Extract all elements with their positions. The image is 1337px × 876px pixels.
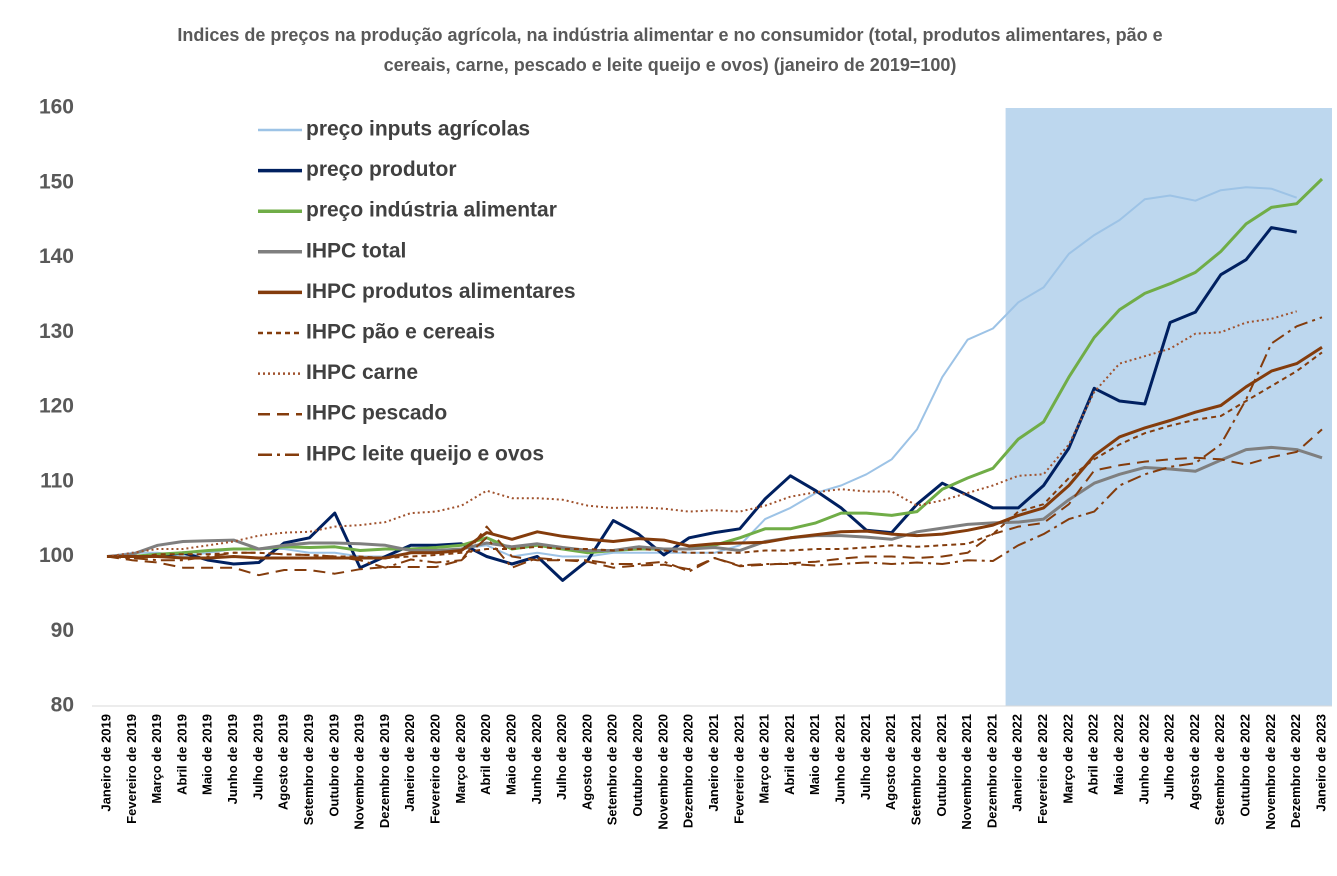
x-tick-label: Dezembro de 2020 bbox=[681, 714, 696, 828]
x-tick-label: Março de 2022 bbox=[1060, 714, 1075, 804]
series-line bbox=[106, 445, 1323, 558]
x-tick-label: Novembro de 2019 bbox=[352, 714, 367, 830]
x-tick-label: Abril de 2020 bbox=[478, 714, 493, 795]
x-tick-label: Maio de 2021 bbox=[807, 714, 822, 795]
x-tick-label: Junho de 2021 bbox=[833, 714, 848, 804]
y-tick-label: 100 bbox=[39, 544, 74, 567]
x-tick-label: Setembro de 2020 bbox=[605, 714, 620, 825]
x-tick-label: Agosto de 2019 bbox=[276, 714, 291, 810]
x-tick-label: Agosto de 2022 bbox=[1187, 714, 1202, 810]
x-tick-label: Junho de 2019 bbox=[225, 714, 240, 804]
x-tick-label: Outubro de 2022 bbox=[1238, 714, 1253, 817]
x-tick-label: Fevereiro de 2020 bbox=[428, 714, 443, 824]
legend-label: IHPC total bbox=[306, 239, 406, 262]
y-tick-label: 110 bbox=[40, 469, 74, 492]
highlight-band bbox=[1005, 108, 1332, 706]
x-tick-label: Novembro de 2021 bbox=[959, 714, 974, 830]
x-tick-label: Abril de 2021 bbox=[782, 714, 797, 795]
y-tick-label: 130 bbox=[39, 320, 74, 343]
x-tick-label: Julho de 2020 bbox=[554, 714, 569, 800]
series-line bbox=[106, 351, 1323, 559]
x-tick-label: Fevereiro de 2021 bbox=[731, 714, 746, 824]
legend-label: preço produtor bbox=[306, 158, 457, 181]
x-tick-label: Março de 2019 bbox=[149, 714, 164, 804]
x-tick-label: Agosto de 2021 bbox=[883, 714, 898, 810]
x-tick-label: Setembro de 2022 bbox=[1212, 714, 1227, 825]
x-tick-label: Janeiro de 2019 bbox=[98, 714, 113, 812]
x-tick-label: Maio de 2022 bbox=[1111, 714, 1126, 795]
y-tick-label: 80 bbox=[51, 694, 74, 717]
x-tick-label: Outubro de 2021 bbox=[934, 714, 949, 817]
legend-label: preço indústria alimentar bbox=[306, 199, 557, 222]
legend-label: IHPC carne bbox=[306, 361, 418, 384]
x-tick-label: Janeiro de 2023 bbox=[1313, 714, 1328, 812]
x-tick-label: Dezembro de 2019 bbox=[377, 714, 392, 828]
x-tick-label: Julho de 2022 bbox=[1162, 714, 1177, 800]
legend-label: preço inputs agrícolas bbox=[306, 118, 530, 141]
x-tick-label: Novembro de 2020 bbox=[655, 714, 670, 830]
x-tick-label: Maio de 2019 bbox=[200, 714, 215, 795]
y-tick-label: 90 bbox=[51, 619, 74, 642]
x-tick-label: Julho de 2021 bbox=[858, 714, 873, 800]
x-tick-label: Dezembro de 2021 bbox=[984, 714, 999, 828]
y-tick-label: 160 bbox=[39, 96, 74, 119]
x-tick-label: Abril de 2022 bbox=[1086, 714, 1101, 795]
legend-label: IHPC leite queijo e ovos bbox=[306, 442, 544, 465]
x-tick-label: Março de 2021 bbox=[757, 714, 772, 804]
x-tick-label: Agosto de 2020 bbox=[579, 714, 594, 810]
series-line bbox=[106, 310, 1297, 558]
x-tick-label: Janeiro de 2020 bbox=[402, 714, 417, 812]
x-tick-label: Junho de 2022 bbox=[1136, 714, 1151, 804]
y-tick-label: 140 bbox=[39, 245, 74, 268]
x-tick-label: Julho de 2019 bbox=[250, 714, 265, 800]
x-tick-label: Outubro de 2020 bbox=[630, 714, 645, 817]
x-tick-label: Fevereiro de 2022 bbox=[1035, 714, 1050, 824]
series-line bbox=[106, 316, 1323, 573]
legend-label: IHPC pescado bbox=[306, 402, 447, 425]
y-tick-label: 120 bbox=[39, 395, 74, 418]
legend-label: IHPC produtos alimentares bbox=[306, 280, 576, 303]
x-tick-label: Abril de 2019 bbox=[174, 714, 189, 795]
x-tick-label: Junho de 2020 bbox=[529, 714, 544, 804]
y-tick-label: 150 bbox=[39, 170, 74, 193]
chart-title: Indices de preços na produção agrícola, … bbox=[177, 25, 1163, 75]
x-tick-label: Outubro de 2019 bbox=[326, 714, 341, 817]
x-tick-label: Janeiro de 2021 bbox=[706, 714, 721, 812]
x-tick-label: Setembro de 2019 bbox=[301, 714, 316, 825]
legend-label: IHPC pão e cereais bbox=[306, 321, 495, 344]
x-tick-label: Maio de 2020 bbox=[503, 714, 518, 795]
series-line bbox=[107, 226, 1297, 582]
x-tick-label: Setembro de 2021 bbox=[908, 714, 923, 825]
series-line bbox=[107, 345, 1323, 560]
x-tick-label: Fevereiro de 2019 bbox=[124, 714, 139, 824]
x-tick-label: Dezembro de 2022 bbox=[1288, 714, 1303, 828]
x-tick-label: Novembro de 2022 bbox=[1263, 714, 1278, 830]
x-tick-label: Janeiro de 2022 bbox=[1010, 714, 1025, 812]
x-tick-label: Março de 2020 bbox=[453, 714, 468, 804]
